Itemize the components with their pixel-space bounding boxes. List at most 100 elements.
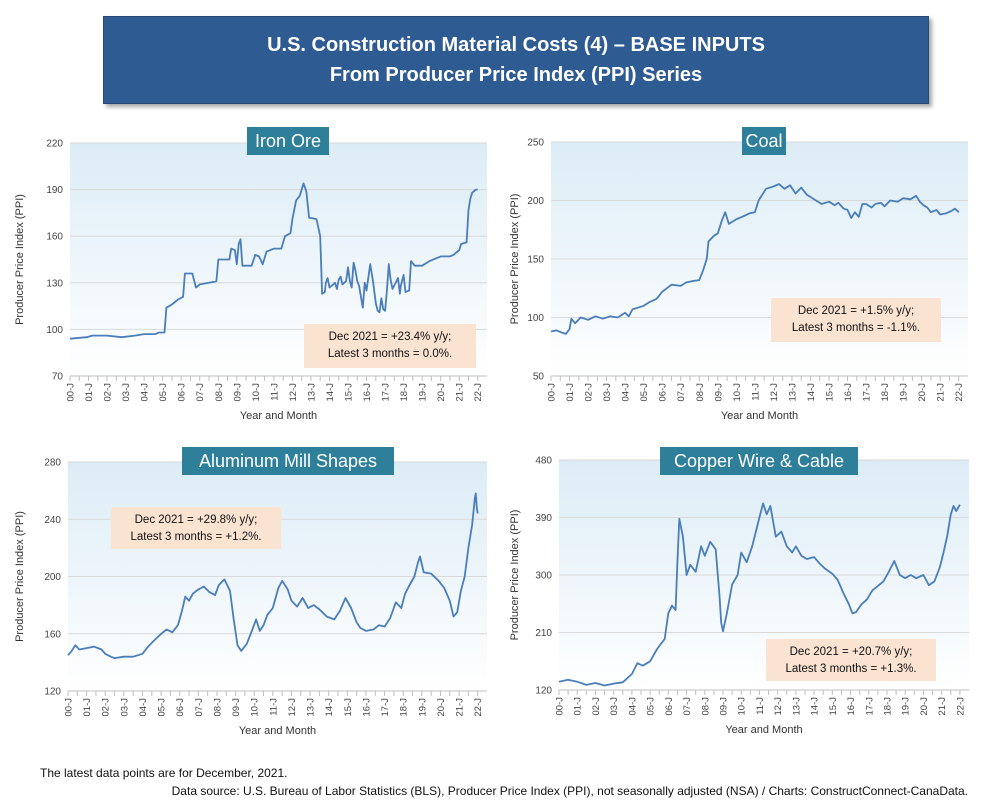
x-tick-label: 02-J — [103, 383, 114, 402]
x-tick-label: 02-J — [101, 698, 112, 717]
x-tick-label: 22-J — [954, 383, 965, 402]
x-tick-label: 13-J — [791, 697, 802, 716]
annotation-line: Latest 3 months = +1.3%. — [785, 663, 916, 675]
x-tick-label: 13-J — [306, 698, 317, 717]
y-tick-label: 190 — [46, 185, 63, 196]
series-line — [550, 183, 960, 335]
y-tick-label: 120 — [44, 687, 61, 698]
x-tick-label: 15-J — [344, 383, 355, 402]
x-tick-label: 00-J — [64, 698, 75, 717]
x-tick-label: 21-J — [455, 383, 466, 402]
annotation-line: Dec 2021 = +1.5% y/y; — [798, 305, 914, 317]
x-tick-label: 17-J — [862, 383, 873, 402]
x-tick-label: 21-J — [936, 383, 947, 402]
series-line — [69, 182, 478, 340]
x-tick-label: 06-J — [177, 383, 188, 402]
x-tick-label: 01-J — [565, 383, 576, 402]
x-tick-label: 16-J — [361, 698, 372, 717]
x-tick-label: 12-J — [769, 383, 780, 402]
y-tick-label: 100 — [527, 313, 544, 324]
footer-source: Data source: U.S. Bureau of Labor Statis… — [171, 784, 968, 798]
x-tick-label: 02-J — [591, 697, 602, 716]
x-tick-label: 21-J — [937, 697, 948, 716]
x-tick-label: 06-J — [658, 383, 669, 402]
x-tick-label: 03-J — [609, 697, 620, 716]
x-axis-label: Year and Month — [240, 410, 317, 422]
x-tick-label: 03-J — [119, 698, 130, 717]
x-tick-label: 13-J — [306, 383, 317, 402]
y-tick-label: 250 — [527, 138, 544, 149]
x-tick-label: 20-J — [436, 383, 447, 402]
y-tick-label: 130 — [46, 278, 63, 289]
x-tick-label: 10-J — [737, 697, 748, 716]
x-tick-label: 22-J — [473, 698, 484, 717]
annotation-box — [766, 639, 936, 681]
copper-chart: 120 210 300 390 480 00-J 01-J 02-J 03-J 04-J 05-J 0… — [505, 440, 985, 750]
chart-title-box — [182, 447, 394, 475]
annotation-box — [771, 298, 941, 342]
x-tick-label: 17-J — [864, 697, 875, 716]
x-tick-label: 00-J — [555, 697, 566, 716]
x-tick-label: 16-J — [362, 383, 373, 402]
annotation-box — [111, 507, 281, 549]
x-tick-label: 07-J — [676, 383, 687, 402]
x-tick-label: 20-J — [919, 697, 930, 716]
y-axis-label: Producer Price Index (PPI) — [14, 511, 26, 642]
x-tick-label: 11-J — [268, 698, 279, 716]
annotation-line: Latest 3 months = +1.2%. — [130, 531, 261, 543]
x-tick-label: 06-J — [175, 698, 186, 717]
x-tick-label: 07-J — [194, 698, 205, 717]
series-line — [67, 492, 479, 659]
x-tick-label: 14-J — [325, 383, 336, 402]
x-tick-label: 05-J — [157, 698, 168, 717]
x-tick-label: 22-J — [955, 697, 966, 716]
y-tick-label: 100 — [46, 325, 63, 336]
x-tick-label: 09-J — [719, 697, 730, 716]
x-tick-label: 10-J — [732, 383, 743, 402]
x-tick-label: 00-J — [547, 383, 558, 402]
chart-svg: 120 160 200 240 280 00-J 01-J 02-J 03-J 04-J 05-J 0… — [14, 447, 487, 737]
y-axis-label: Producer Price Index (PPI) — [14, 194, 26, 325]
x-tick-label: 18-J — [880, 383, 891, 402]
chart-svg: 120 210 300 390 480 00-J 01-J 02-J 03-J 04-J 05-J 0… — [509, 447, 969, 736]
x-tick-label: 07-J — [682, 697, 693, 716]
y-tick-label: 240 — [44, 515, 61, 526]
x-tick-label: 15-J — [343, 698, 354, 717]
x-tick-label: 17-J — [380, 698, 391, 717]
x-tick-label: 19-J — [899, 383, 910, 402]
x-tick-label: 15-J — [828, 697, 839, 716]
chart-title-box — [742, 127, 786, 155]
x-tick-label: 18-J — [399, 698, 410, 717]
iron-ore-chart: 70 100 130 160 190 220 00-J 01-J 02-J 03-J 04-J 05-… — [10, 120, 490, 430]
annotation-line: Dec 2021 = +29.8% y/y; — [135, 514, 258, 526]
x-tick-label: 20-J — [436, 698, 447, 717]
x-tick-label: 16-J — [846, 697, 857, 716]
x-tick-label: 05-J — [158, 383, 169, 402]
x-tick-label: 14-J — [806, 383, 817, 402]
x-tick-label: 08-J — [695, 383, 706, 402]
x-tick-label: 14-J — [810, 697, 821, 716]
x-tick-label: 03-J — [121, 383, 132, 402]
x-tick-label: 07-J — [195, 383, 206, 402]
x-tick-label: 10-J — [250, 698, 261, 717]
header-title-line1: U.S. Construction Material Costs (4) – B… — [267, 34, 765, 56]
x-tick-label: 20-J — [917, 383, 928, 402]
footer-note: The latest data points are for December,… — [40, 766, 288, 780]
chart-svg: 50 100 150 200 250 00-J 01-J 02-J 03-J 04-J 05-J 06… — [509, 127, 968, 422]
y-axis-label: Producer Price Index (PPI) — [509, 194, 521, 325]
chart-title: Copper Wire & Cable — [674, 451, 844, 471]
y-tick-label: 300 — [535, 571, 552, 582]
x-tick-label: 04-J — [627, 697, 638, 716]
series-line — [558, 502, 961, 687]
y-tick-label: 160 — [44, 629, 61, 640]
chart-title: Coal — [745, 131, 782, 151]
annotation-line: Latest 3 months = 0.0%. — [328, 348, 452, 360]
x-tick-label: 02-J — [584, 383, 595, 402]
annotation-box — [304, 324, 476, 368]
x-tick-label: 12-J — [773, 697, 784, 716]
header-title-line2: From Producer Price Index (PPI) Series — [329, 64, 703, 86]
y-tick-label: 160 — [46, 232, 63, 243]
x-tick-label: 01-J — [573, 697, 584, 716]
x-tick-label: 22-J — [473, 383, 484, 402]
y-tick-label: 50 — [533, 372, 545, 383]
